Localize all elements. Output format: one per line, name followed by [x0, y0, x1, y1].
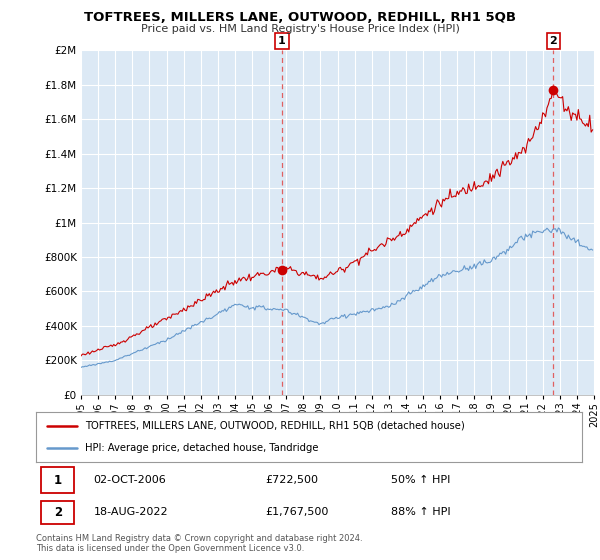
Text: 50% ↑ HPI: 50% ↑ HPI [391, 475, 450, 485]
Text: 1: 1 [278, 36, 286, 46]
Text: 18-AUG-2022: 18-AUG-2022 [94, 507, 168, 517]
Text: HPI: Average price, detached house, Tandridge: HPI: Average price, detached house, Tand… [85, 443, 319, 453]
Text: TOFTREES, MILLERS LANE, OUTWOOD, REDHILL, RH1 5QB: TOFTREES, MILLERS LANE, OUTWOOD, REDHILL… [84, 11, 516, 24]
FancyBboxPatch shape [41, 467, 74, 493]
Text: 2: 2 [54, 506, 62, 519]
Text: 02-OCT-2006: 02-OCT-2006 [94, 475, 166, 485]
FancyBboxPatch shape [41, 501, 74, 524]
Text: 1: 1 [54, 474, 62, 487]
Text: £722,500: £722,500 [265, 475, 319, 485]
Text: 2: 2 [550, 36, 557, 46]
Text: TOFTREES, MILLERS LANE, OUTWOOD, REDHILL, RH1 5QB (detached house): TOFTREES, MILLERS LANE, OUTWOOD, REDHILL… [85, 421, 465, 431]
Text: This data is licensed under the Open Government Licence v3.0.: This data is licensed under the Open Gov… [36, 544, 304, 553]
Text: 88% ↑ HPI: 88% ↑ HPI [391, 507, 451, 517]
Text: Price paid vs. HM Land Registry's House Price Index (HPI): Price paid vs. HM Land Registry's House … [140, 24, 460, 34]
Text: Contains HM Land Registry data © Crown copyright and database right 2024.: Contains HM Land Registry data © Crown c… [36, 534, 362, 543]
Text: £1,767,500: £1,767,500 [265, 507, 329, 517]
